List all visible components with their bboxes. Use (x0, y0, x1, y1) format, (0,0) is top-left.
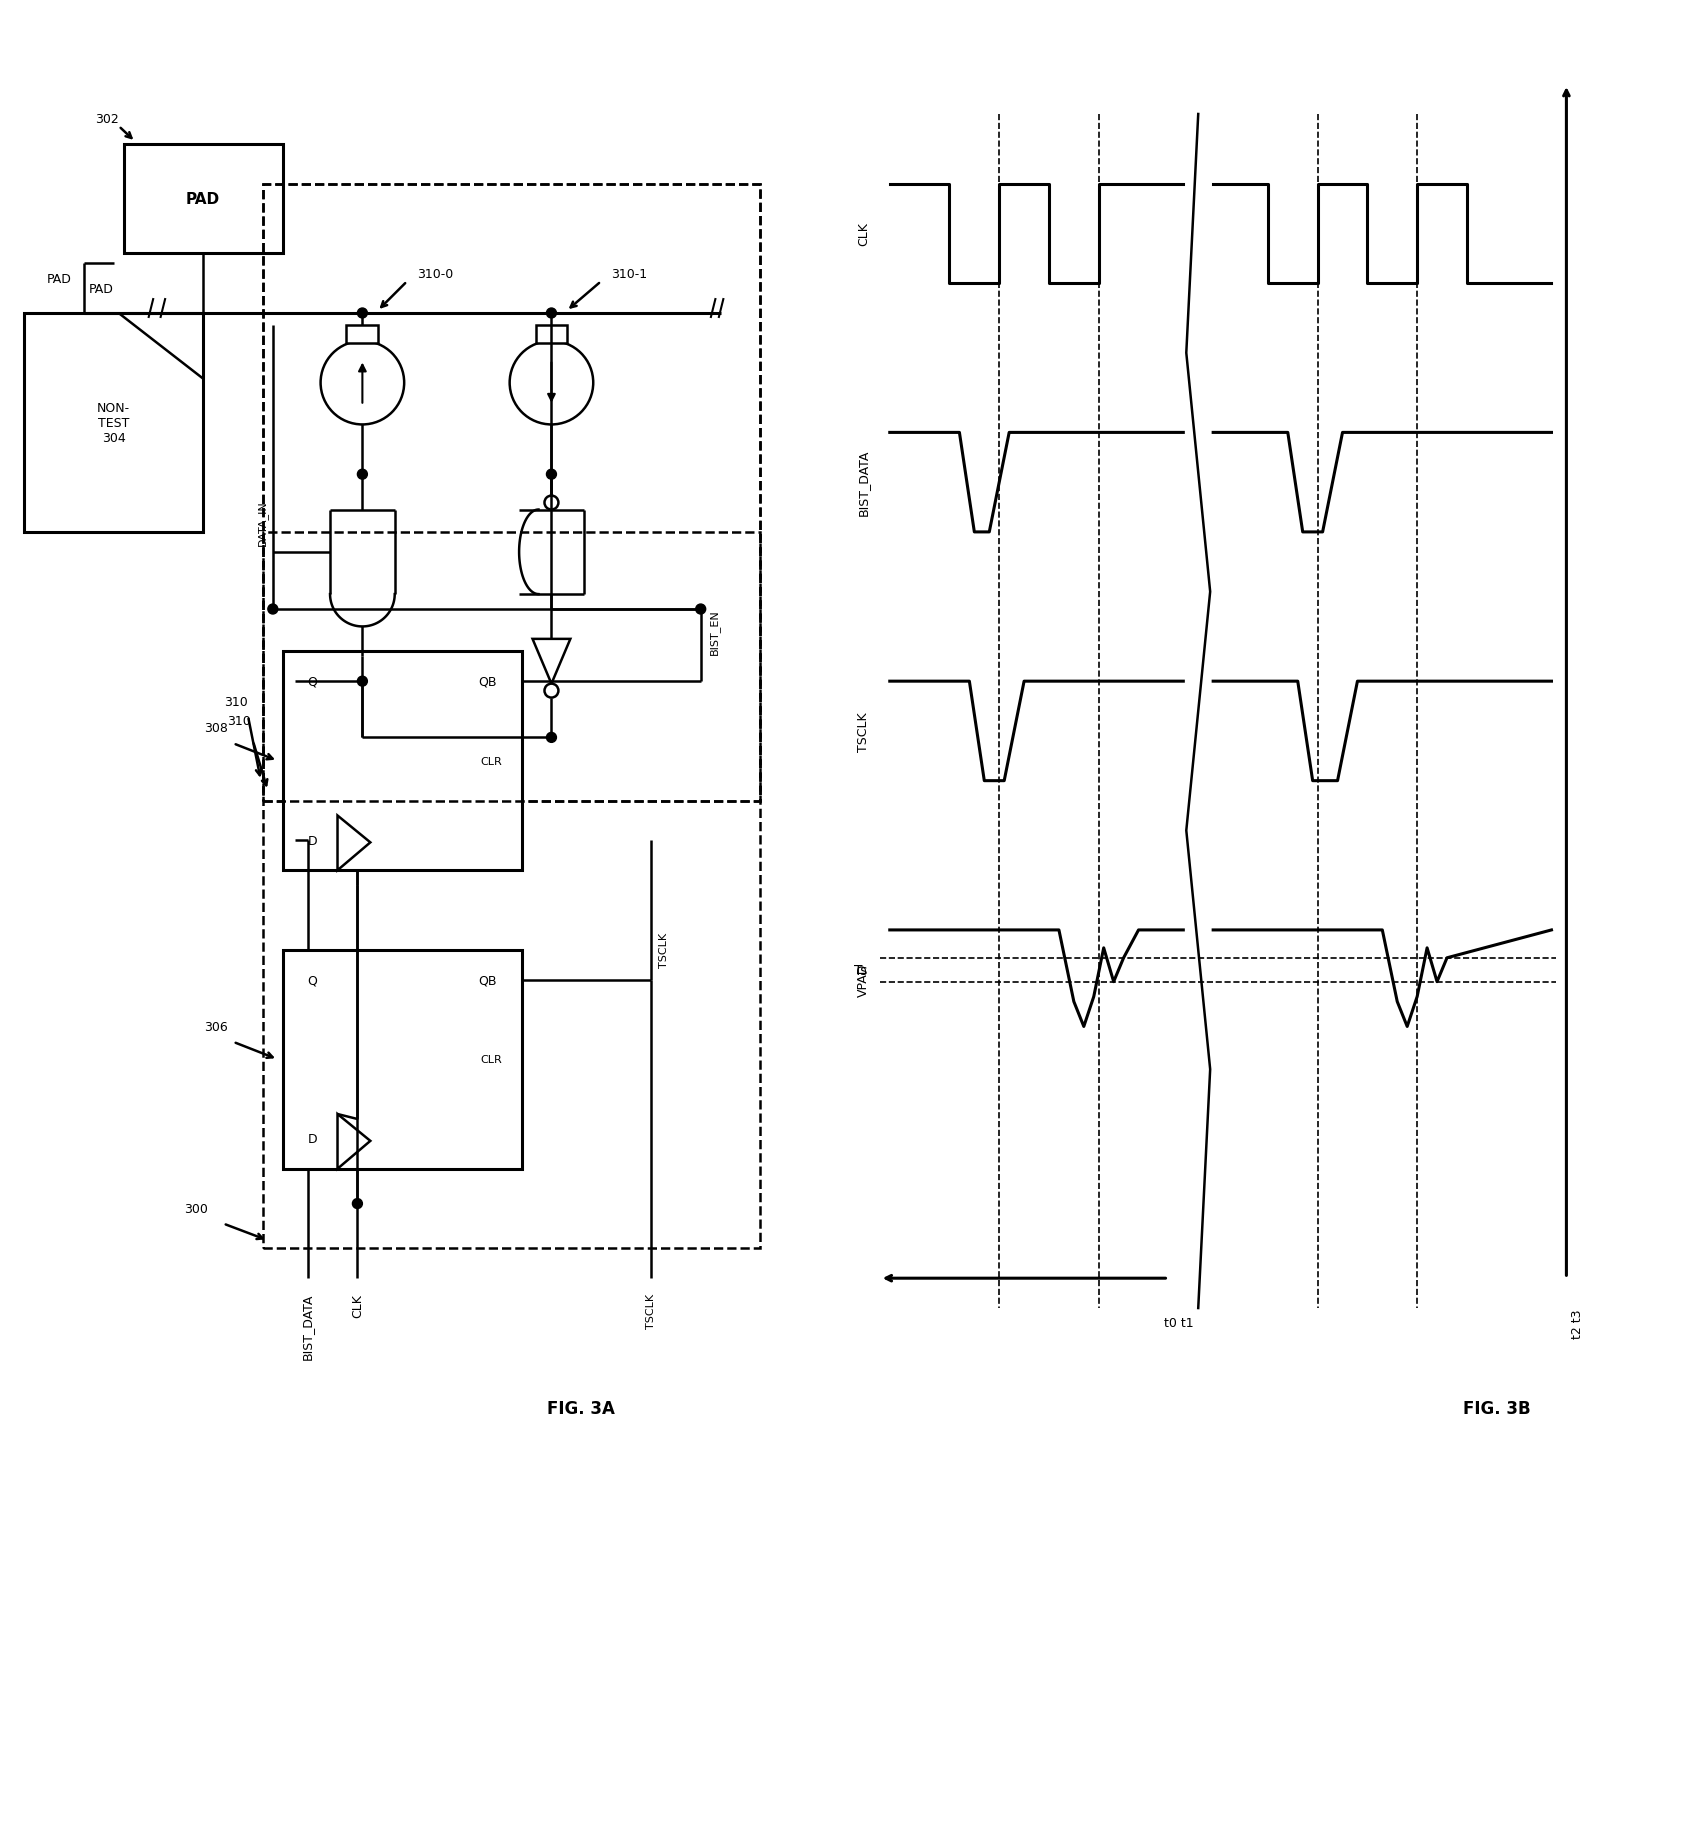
Circle shape (357, 734, 367, 743)
Circle shape (320, 342, 404, 425)
Circle shape (546, 470, 556, 479)
Circle shape (357, 470, 367, 479)
Bar (347, 326, 379, 344)
Text: BIST_EN: BIST_EN (709, 609, 719, 655)
Text: t2 t3: t2 t3 (1572, 1308, 1584, 1338)
Text: BIST_DATA: BIST_DATA (302, 1294, 313, 1360)
Circle shape (357, 309, 367, 318)
Text: DATA_IN: DATA_IN (256, 500, 268, 545)
Text: NON-
TEST
304: NON- TEST 304 (98, 403, 130, 445)
Text: PAD: PAD (89, 282, 113, 295)
Bar (263, 185, 760, 802)
Text: 310-1: 310-1 (612, 267, 647, 280)
Circle shape (357, 677, 367, 686)
Text: VPAD: VPAD (858, 963, 869, 997)
Text: CLR: CLR (480, 1054, 502, 1065)
Bar (123, 145, 283, 254)
Circle shape (509, 342, 593, 425)
Text: 310: 310 (227, 716, 251, 728)
Text: D: D (308, 1133, 317, 1146)
Text: 310: 310 (224, 695, 248, 708)
Circle shape (546, 734, 556, 743)
Text: Q: Q (308, 675, 317, 688)
Text: BIST_DATA: BIST_DATA (858, 450, 869, 516)
Text: FIG. 3A: FIG. 3A (548, 1398, 615, 1416)
Circle shape (268, 604, 278, 615)
Polygon shape (337, 816, 371, 871)
Circle shape (352, 1199, 362, 1210)
Text: QB: QB (479, 974, 497, 986)
Text: PAD: PAD (185, 192, 221, 207)
Text: CLK: CLK (350, 1294, 364, 1318)
Polygon shape (532, 639, 570, 684)
Text: t0 t1: t0 t1 (1164, 1318, 1193, 1330)
Text: 302: 302 (94, 113, 118, 126)
Text: TSCLK: TSCLK (645, 1294, 655, 1329)
Circle shape (544, 684, 558, 699)
Circle shape (544, 496, 558, 511)
Text: PAD: PAD (47, 273, 72, 285)
Text: CLK: CLK (858, 221, 869, 247)
Text: 308: 308 (204, 723, 227, 736)
Text: 306: 306 (204, 1021, 227, 1034)
Bar (24, 313, 204, 533)
Bar (263, 185, 760, 802)
Text: 310-0: 310-0 (418, 267, 453, 280)
Text: FIG. 3B: FIG. 3B (1463, 1398, 1530, 1416)
Text: QB: QB (479, 675, 497, 688)
Circle shape (546, 309, 556, 318)
Bar (283, 950, 522, 1169)
Bar (263, 533, 760, 1248)
Circle shape (696, 604, 706, 615)
Text: TSCLK: TSCLK (858, 712, 869, 752)
Text: CLR: CLR (480, 756, 502, 767)
Bar (283, 651, 522, 871)
Polygon shape (337, 1114, 371, 1169)
Text: D: D (308, 834, 317, 847)
Text: Ts: Ts (854, 963, 868, 977)
Text: Q: Q (308, 974, 317, 986)
Text: TSCLK: TSCLK (659, 933, 669, 968)
Bar (536, 326, 568, 344)
Text: 300: 300 (184, 1202, 209, 1215)
